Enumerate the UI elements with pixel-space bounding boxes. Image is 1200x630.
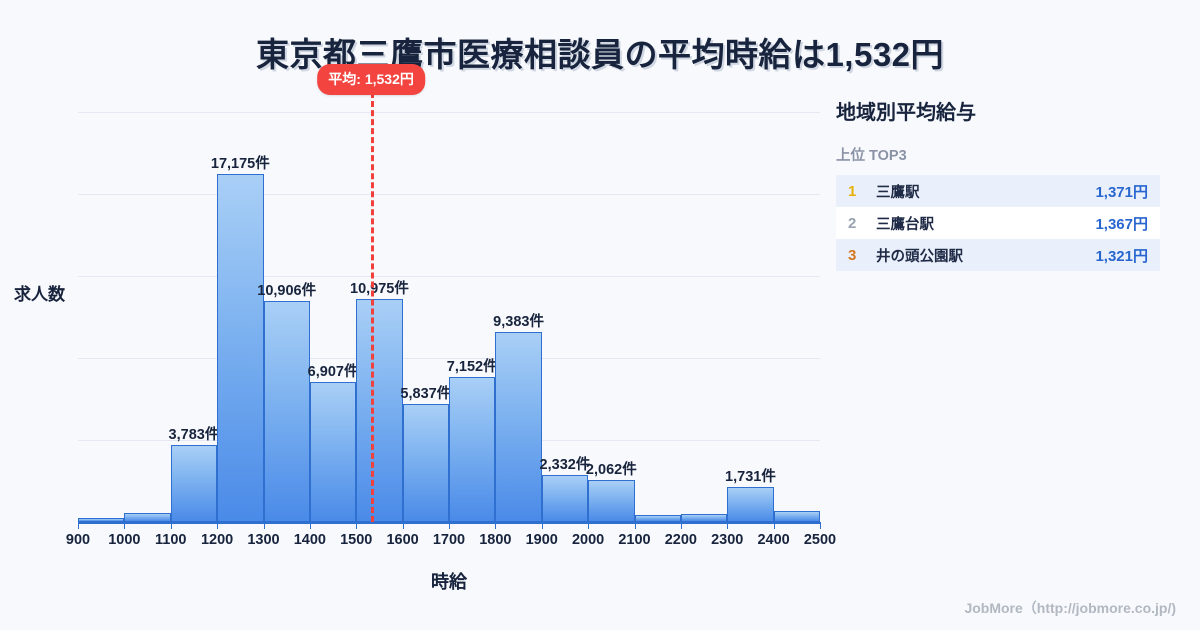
ranking-row[interactable]: 3 井の頭公園駅 1,321円 bbox=[836, 239, 1160, 271]
rank-station-name: 井の頭公園駅 bbox=[876, 248, 963, 265]
x-axis-tick-label: 1200 bbox=[200, 532, 234, 548]
plot-area: 3,783件 17,175件 10,906件 6,907件 10,975件 5,837件 7… bbox=[66, 64, 836, 548]
bar-value-label: 2,332件 bbox=[539, 456, 591, 473]
x-axis-tick bbox=[449, 522, 450, 529]
gridline bbox=[78, 358, 820, 360]
ranking-row[interactable]: 1 三鷹駅 1,371円 bbox=[836, 175, 1160, 207]
gridline bbox=[78, 112, 820, 114]
x-axis-tick-label: 1400 bbox=[293, 532, 326, 548]
footer-watermark: JobMore（http://jobmore.co.jp/) bbox=[964, 600, 1176, 616]
gridline bbox=[78, 276, 820, 278]
bar-value-label: 10,975件 bbox=[350, 281, 409, 298]
histogram-chart: 求人数 3,783件 17,175件 10,906件 6,907件 10,975件 5,8… bbox=[0, 64, 836, 608]
x-axis-tick bbox=[402, 522, 404, 529]
rank-salary-value: 1,367円 bbox=[1095, 215, 1148, 233]
histogram-bar bbox=[680, 514, 728, 522]
x-axis-tick bbox=[124, 522, 126, 529]
x-axis-tick bbox=[680, 522, 682, 529]
rank-salary-value: 1,371円 bbox=[1095, 183, 1148, 201]
x-axis-tick-label: 1700 bbox=[432, 532, 466, 548]
bar-value-label: 5,837件 bbox=[400, 385, 452, 402]
x-axis-tick-label: 2100 bbox=[618, 532, 651, 548]
x-axis-tick bbox=[170, 522, 172, 529]
rank-station-name: 三鷹台駅 bbox=[876, 216, 934, 233]
region-salary-panel: 地域別平均給与 上位 TOP3 1 三鷹駅 1,371円 2 三鷹台駅 1,367円 3 井の… bbox=[836, 96, 1166, 271]
x-axis-tick bbox=[820, 522, 821, 529]
x-axis-tick bbox=[727, 522, 729, 529]
x-axis-tick-label: 1900 bbox=[525, 532, 558, 548]
bar-value-label: 9,383件 bbox=[493, 313, 544, 330]
average-line bbox=[371, 74, 375, 522]
x-axis-tick bbox=[541, 522, 543, 529]
x-axis-title: 時給 bbox=[431, 572, 467, 592]
x-axis-tick bbox=[356, 522, 358, 529]
histogram-bar bbox=[402, 403, 449, 522]
histogram-bar bbox=[449, 376, 496, 522]
histogram-bar bbox=[124, 513, 171, 522]
x-axis-tick-label: 900 bbox=[65, 532, 91, 548]
histogram-bar bbox=[495, 331, 542, 522]
bar-value-label: 2,062件 bbox=[585, 462, 637, 479]
x-axis-tick bbox=[588, 522, 590, 529]
page-title: 東京都三鷹市医療相談員の平均時給は1,532円 bbox=[255, 36, 945, 73]
histogram-bar bbox=[309, 381, 357, 522]
histogram-bar bbox=[263, 300, 310, 522]
sidebar-subtitle: 上位 TOP3 bbox=[836, 148, 907, 164]
x-axis-tick-label: 1000 bbox=[108, 532, 141, 548]
ranking-row[interactable]: 2 三鷹台駅 1,367円 bbox=[836, 207, 1160, 239]
sidebar-title: 地域別平均給与 bbox=[836, 102, 976, 124]
x-axis-tick-label: 1300 bbox=[247, 532, 280, 548]
histogram-bar bbox=[170, 445, 218, 522]
rank-station-name: 三鷹駅 bbox=[876, 184, 920, 201]
histogram-bar bbox=[78, 518, 125, 522]
x-axis-tick bbox=[634, 522, 636, 529]
x-axis-tick-label: 1800 bbox=[479, 532, 512, 548]
rank-number: 1 bbox=[848, 182, 857, 200]
x-axis-tick-label: 1600 bbox=[386, 532, 419, 548]
bar-value-label: 7,152件 bbox=[446, 358, 498, 375]
x-axis-tick bbox=[773, 522, 775, 529]
bar-value-label: 10,906件 bbox=[257, 282, 317, 299]
average-badge: 平均: 1,532円 bbox=[317, 64, 425, 95]
gridline bbox=[78, 194, 820, 196]
rank-salary-value: 1,321円 bbox=[1095, 247, 1148, 265]
x-axis-tick bbox=[495, 522, 497, 529]
histogram-bar bbox=[773, 510, 820, 522]
x-axis-tick bbox=[217, 522, 219, 529]
rank-number: 2 bbox=[848, 214, 857, 232]
bar-value-label: 6,907件 bbox=[307, 363, 359, 380]
histogram-bar bbox=[541, 474, 589, 522]
x-axis-tick-label: 2300 bbox=[711, 532, 744, 548]
x-axis-tick-label: 2400 bbox=[757, 532, 790, 548]
histogram-bar bbox=[356, 299, 403, 522]
bar-value-label: 1,731件 bbox=[725, 468, 776, 485]
x-axis-tick-label: 2200 bbox=[664, 532, 697, 548]
ranking-table: 1 三鷹駅 1,371円 2 三鷹台駅 1,367円 3 井の頭公園駅 1,321円 bbox=[836, 175, 1160, 271]
histogram-bar bbox=[588, 480, 635, 522]
x-axis-tick-label: 2000 bbox=[571, 532, 605, 548]
x-axis-tick bbox=[78, 522, 79, 529]
rank-number: 3 bbox=[848, 246, 857, 264]
bar-value-label: 3,783件 bbox=[168, 427, 220, 444]
histogram-bar bbox=[217, 173, 264, 522]
x-axis-tick-label: 1500 bbox=[340, 532, 373, 548]
histogram-bar bbox=[727, 486, 774, 522]
x-axis-tick-label: 2500 bbox=[803, 532, 837, 548]
x-axis-tick bbox=[263, 522, 265, 529]
bar-value-label: 17,175件 bbox=[210, 155, 270, 172]
y-axis-title: 求人数 bbox=[14, 285, 65, 304]
x-axis-tick-label: 1100 bbox=[155, 532, 187, 548]
x-axis-tick bbox=[309, 522, 311, 529]
histogram-bar bbox=[634, 515, 681, 522]
